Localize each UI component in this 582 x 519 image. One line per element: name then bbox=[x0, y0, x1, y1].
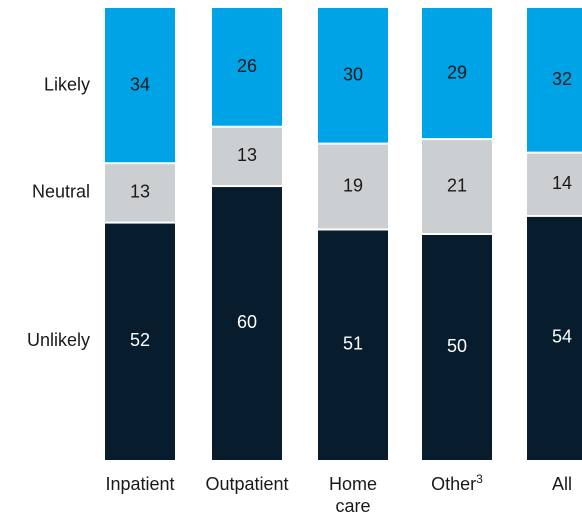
bar-segment-likely-3 bbox=[318, 8, 388, 143]
data-label-neutral-5: 14 bbox=[552, 173, 572, 193]
row-label-unlikely: Unlikely bbox=[27, 330, 90, 350]
bar-segment-neutral-2 bbox=[212, 127, 282, 186]
data-label-likely-1: 34 bbox=[130, 74, 150, 94]
bar-segment-likely-2 bbox=[212, 8, 282, 126]
data-label-unlikely-1: 52 bbox=[130, 330, 150, 350]
category-label-2: Outpatient bbox=[205, 474, 288, 494]
category-label-1: Inpatient bbox=[105, 474, 174, 494]
category-label-5: All bbox=[552, 474, 572, 494]
bar-segment-unlikely-1 bbox=[105, 223, 175, 460]
data-label-neutral-3: 19 bbox=[343, 175, 363, 195]
bar-segment-likely-4 bbox=[422, 8, 492, 139]
data-label-unlikely-4: 50 bbox=[447, 336, 467, 356]
data-label-unlikely-5: 54 bbox=[552, 327, 572, 347]
bar-segment-likely-1 bbox=[105, 8, 175, 163]
bar-segment-unlikely-4 bbox=[422, 235, 492, 460]
data-label-likely-3: 30 bbox=[343, 65, 363, 85]
row-label-likely: Likely bbox=[44, 74, 90, 94]
bar-segment-unlikely-3 bbox=[318, 230, 388, 460]
data-label-unlikely-3: 51 bbox=[343, 333, 363, 353]
row-label-neutral: Neutral bbox=[32, 182, 90, 202]
bar-segment-likely-5 bbox=[527, 8, 582, 152]
data-label-neutral-1: 13 bbox=[130, 182, 150, 202]
data-label-likely-4: 29 bbox=[447, 62, 467, 82]
bar-segment-neutral-1 bbox=[105, 164, 175, 222]
data-label-neutral-4: 21 bbox=[447, 175, 467, 195]
bar-segment-neutral-5 bbox=[527, 153, 582, 215]
data-label-neutral-2: 13 bbox=[237, 145, 257, 165]
category-label-3: Home care bbox=[329, 474, 377, 516]
data-label-unlikely-2: 60 bbox=[237, 312, 257, 332]
data-label-likely-2: 26 bbox=[237, 56, 257, 76]
bar-segment-neutral-3 bbox=[318, 144, 388, 229]
bar-segment-neutral-4 bbox=[422, 140, 492, 233]
data-label-likely-5: 32 bbox=[552, 69, 572, 89]
category-label-4: Other3 bbox=[431, 472, 483, 494]
bar-segment-unlikely-5 bbox=[527, 216, 582, 460]
bar-segment-unlikely-2 bbox=[212, 187, 282, 460]
